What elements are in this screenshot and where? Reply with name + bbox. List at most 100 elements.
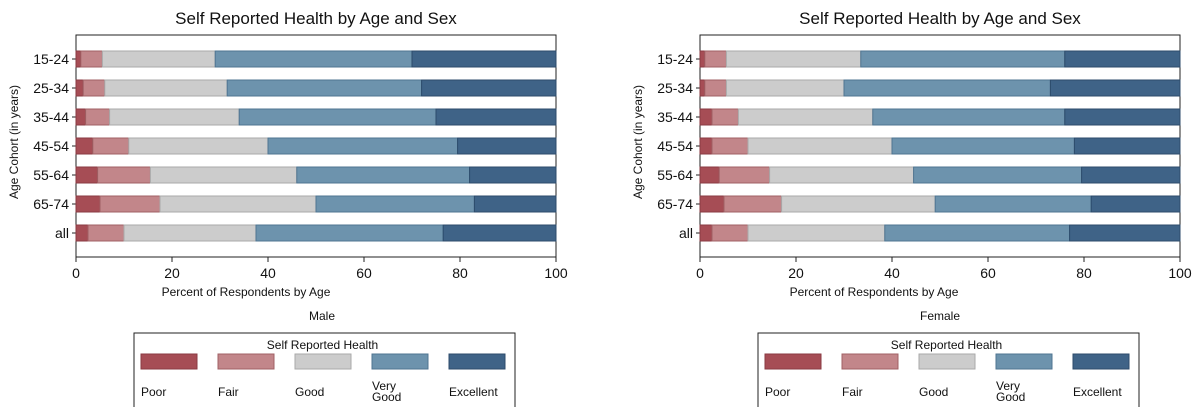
panel-caption: Male: [309, 309, 335, 323]
bar-fair-25-34: [82, 79, 106, 97]
bar-good-25-34: [725, 79, 845, 97]
bar-poor-55-64: [699, 166, 720, 184]
legend-label: Good: [295, 385, 324, 399]
bar-excellent-25-34: [1049, 79, 1181, 97]
bar-very-good-45-54: [891, 137, 1075, 155]
bar-poor-25-34: [75, 79, 84, 97]
bar-fair-55-64: [97, 166, 151, 184]
bar-fair-35-44: [711, 108, 739, 126]
bar-good-25-34: [104, 79, 228, 97]
y-axis-label: Age Cohort (in years): [631, 85, 645, 199]
legend-item-very-good: Very Good: [371, 353, 429, 404]
x-tick-label: 80: [1076, 265, 1092, 281]
legend-swatch: [764, 353, 822, 370]
bar-poor-35-44: [699, 108, 713, 126]
bar-excellent-55-64: [1081, 166, 1181, 184]
y-tick-label: 35-44: [33, 109, 69, 125]
y-tick-label: 45-54: [657, 138, 693, 154]
x-tick-label: 80: [452, 265, 468, 281]
bar-very-good-45-54: [267, 137, 459, 155]
legend-label: Fair: [218, 385, 239, 399]
bar-poor-65-74: [699, 195, 725, 213]
bar-excellent-35-44: [435, 108, 557, 126]
bar-very-good-65-74: [315, 195, 475, 213]
legend-item-poor: Poor: [764, 353, 822, 399]
bar-good-65-74: [781, 195, 936, 213]
bar-poor-all: [699, 224, 713, 242]
legend-label: Very Good: [996, 379, 1025, 404]
chart-title: Self Reported Health by Age and Sex: [799, 9, 1081, 28]
legend-title: Self Reported Health: [267, 338, 378, 352]
bar-fair-55-64: [718, 166, 771, 184]
x-tick-label: 0: [696, 265, 704, 281]
legend-swatch: [918, 353, 976, 370]
panel-caption: Female: [920, 309, 960, 323]
bar-good-all: [123, 224, 257, 242]
y-axis-label: Age Cohort (in years): [7, 85, 21, 199]
bar-good-15-24: [725, 50, 862, 68]
bar-very-good-25-34: [226, 79, 423, 97]
bar-poor-35-44: [75, 108, 87, 126]
legend-label-line: Very: [372, 379, 396, 393]
bar-very-good-35-44: [872, 108, 1066, 126]
bar-poor-65-74: [75, 195, 101, 213]
bar-excellent-35-44: [1064, 108, 1181, 126]
x-axis-label: Percent of Respondents by Age: [790, 285, 959, 299]
bar-good-35-44: [109, 108, 240, 126]
chart-title: Self Reported Health by Age and Sex: [175, 9, 457, 28]
bar-very-good-15-24: [860, 50, 1066, 68]
bar-excellent-25-34: [421, 79, 557, 97]
legend-label-line: Good: [996, 390, 1025, 404]
bar-fair-35-44: [85, 108, 111, 126]
panel-male: Self Reported Health by Age and Sex Age C…: [7, 9, 568, 407]
panel-female: Self Reported Health by Age and Sex Age C…: [631, 9, 1192, 407]
bar-excellent-15-24: [1064, 50, 1181, 68]
bar-excellent-all: [442, 224, 557, 242]
legend-label-line: Good: [372, 390, 401, 404]
y-tick-label: all: [679, 225, 693, 241]
x-tick-label: 60: [980, 265, 996, 281]
y-tick-label: 25-34: [33, 80, 69, 96]
bar-fair-65-74: [723, 195, 783, 213]
legend-frame: [757, 332, 1140, 407]
bar-fair-65-74: [99, 195, 161, 213]
legend-item-excellent: Excellent: [448, 353, 506, 399]
legend-item-poor: Poor: [140, 353, 198, 399]
y-tick-label: 45-54: [33, 138, 69, 154]
x-tick-label: 40: [884, 265, 900, 281]
legend-item-excellent: Excellent: [1072, 353, 1130, 399]
x-tick-label: 60: [356, 265, 372, 281]
bar-good-45-54: [128, 137, 269, 155]
bar-fair-45-54: [711, 137, 749, 155]
y-tick-label: 15-24: [657, 51, 693, 67]
bar-fair-all: [711, 224, 749, 242]
legend-item-good: Good: [294, 353, 352, 399]
bar-good-45-54: [747, 137, 893, 155]
bar-good-55-64: [149, 166, 298, 184]
legend-label: Excellent: [1073, 385, 1122, 399]
bar-good-all: [747, 224, 886, 242]
legend-frame: [133, 332, 516, 407]
bar-very-good-all: [884, 224, 1071, 242]
legend-swatch: [995, 353, 1053, 370]
legend-item-fair: Fair: [841, 353, 899, 399]
bar-very-good-65-74: [934, 195, 1092, 213]
bar-excellent-45-54: [457, 137, 557, 155]
legend-label: Poor: [141, 385, 166, 399]
legend-label: Poor: [765, 385, 790, 399]
bar-excellent-65-74: [473, 195, 557, 213]
bar-good-15-24: [101, 50, 216, 68]
legend-label: Excellent: [449, 385, 498, 399]
bar-excellent-45-54: [1073, 137, 1181, 155]
y-tick-label: 15-24: [33, 51, 69, 67]
bar-poor-all: [75, 224, 89, 242]
bar-excellent-all: [1069, 224, 1181, 242]
bar-fair-all: [87, 224, 125, 242]
y-tick-label: 55-64: [657, 167, 693, 183]
bar-very-good-25-34: [843, 79, 1051, 97]
legend-swatch: [140, 353, 198, 370]
legend-swatch: [448, 353, 506, 370]
